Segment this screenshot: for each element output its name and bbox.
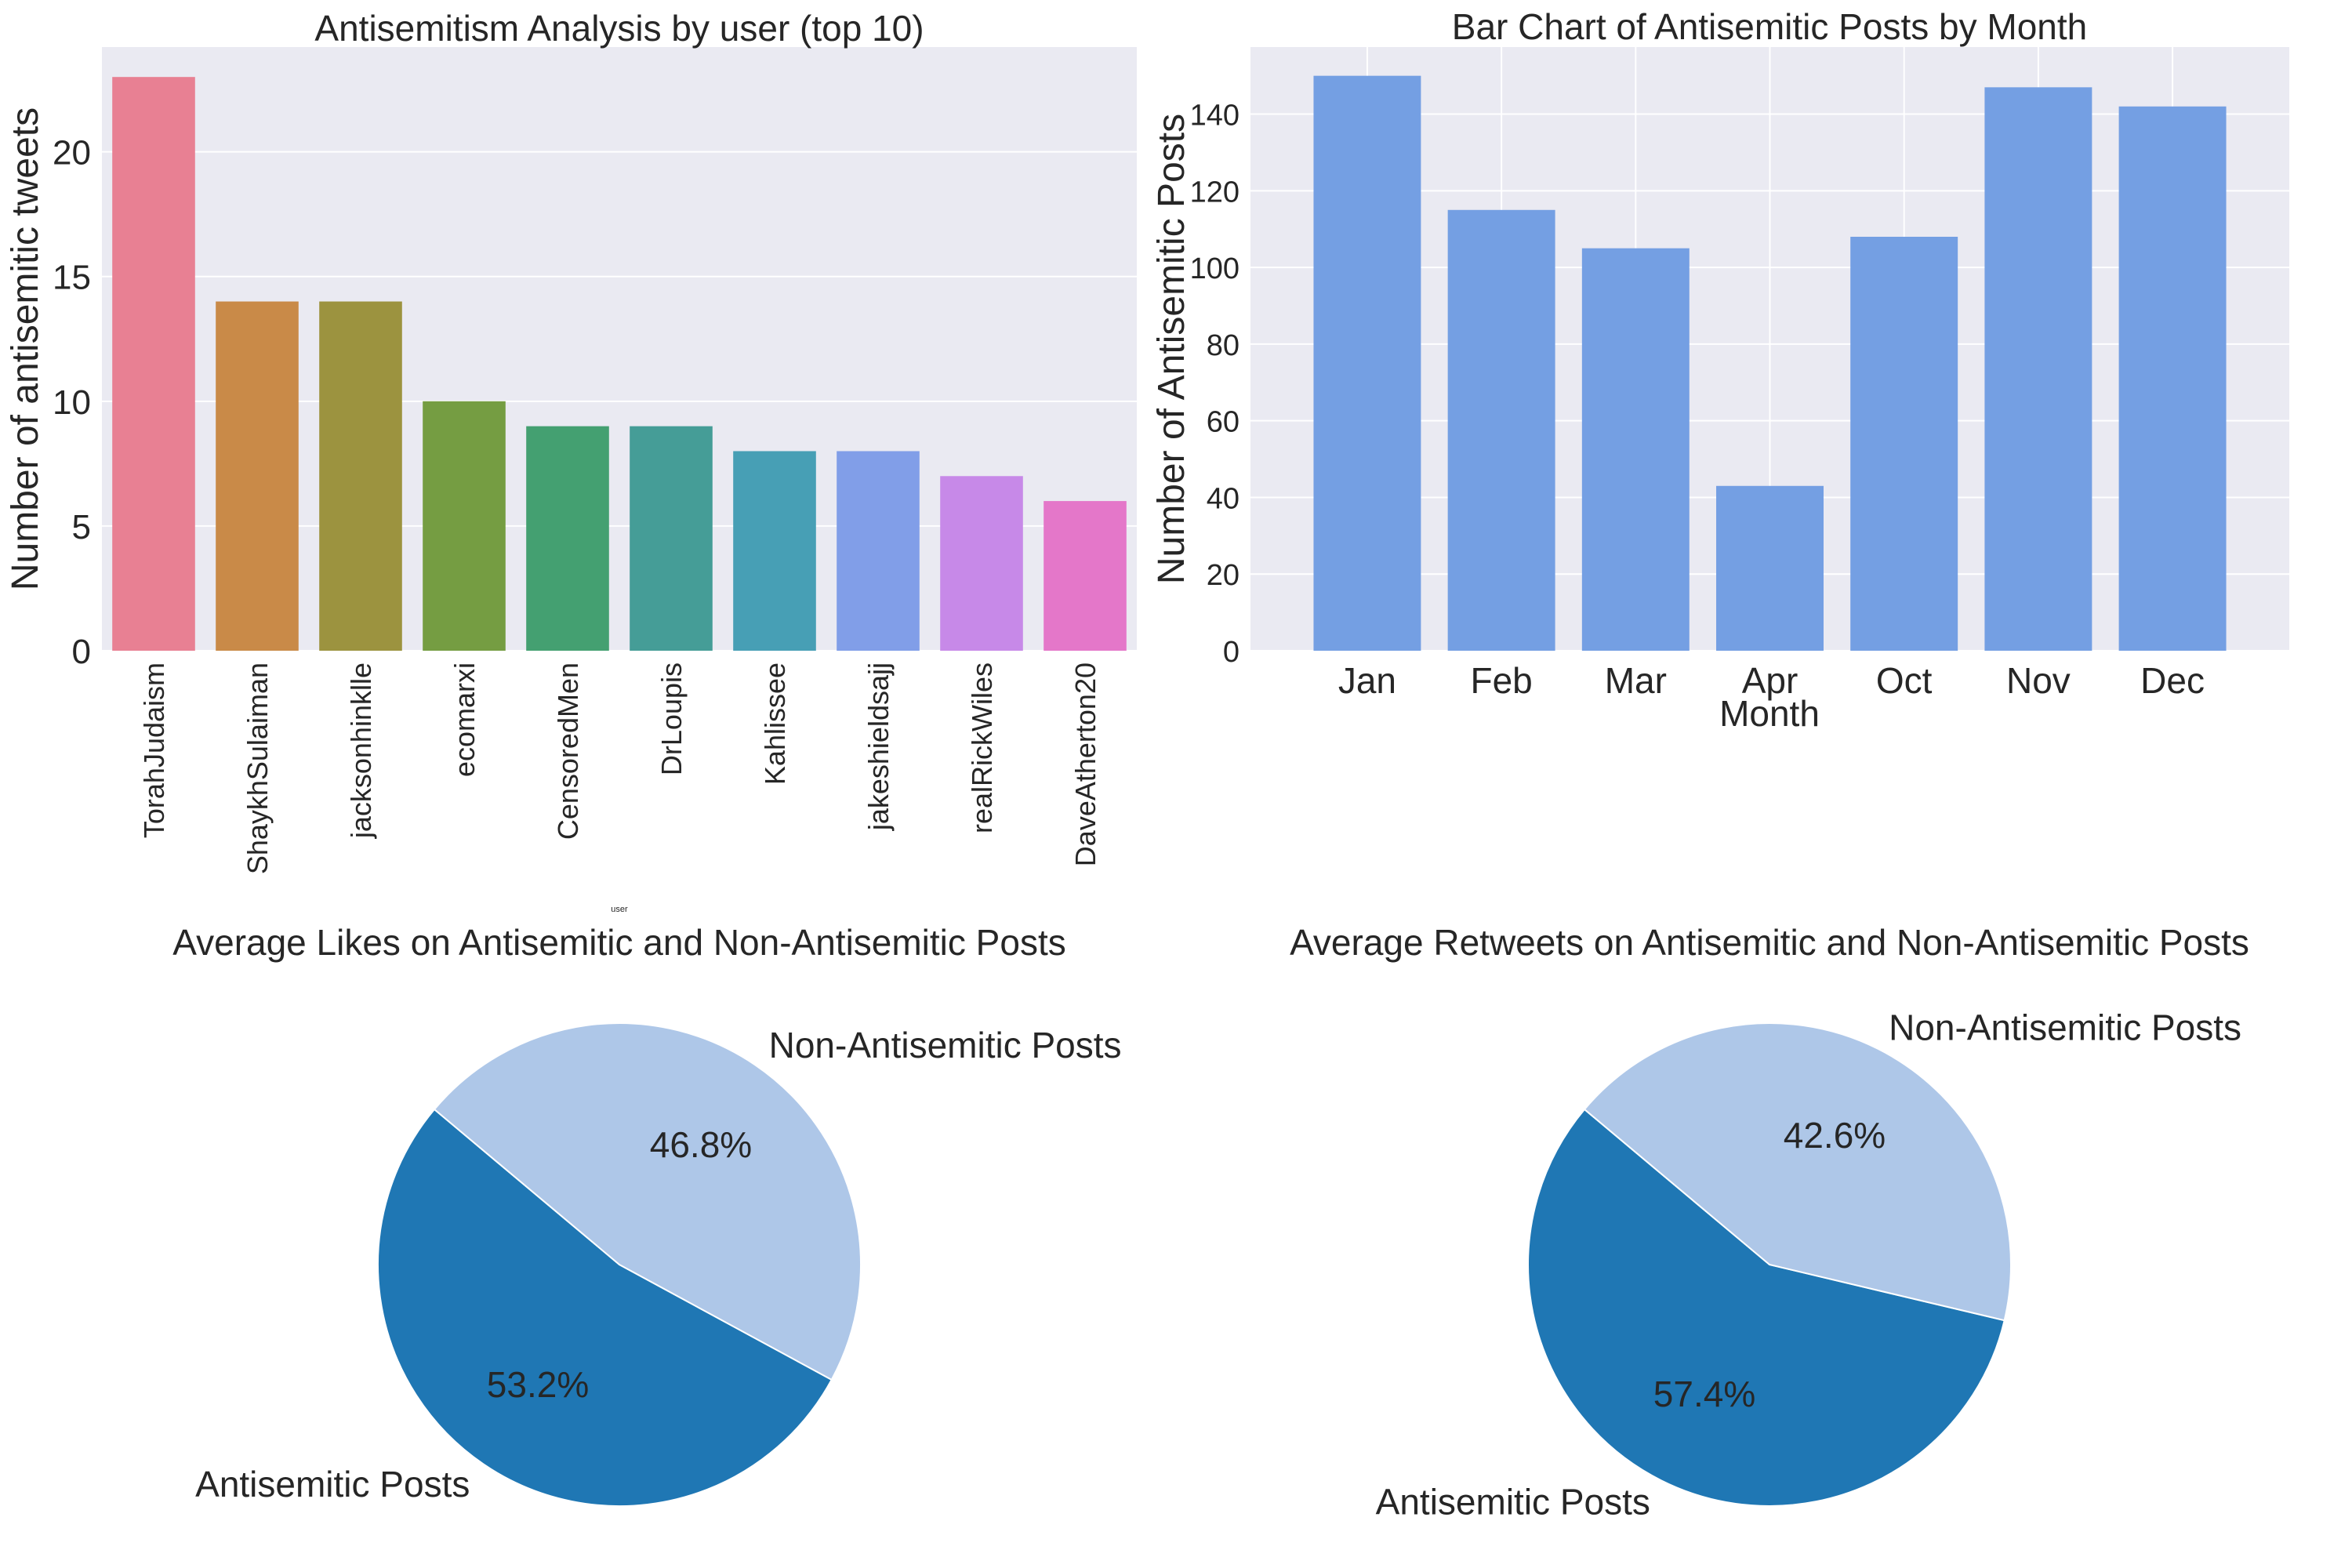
users-x-tick-label: DrLoupis — [655, 662, 688, 775]
months-y-tick-label: 20 — [1207, 559, 1240, 592]
months-x-tick-label: Oct — [1876, 660, 1933, 701]
users-bar-chart: 0 5 10 15 20 TorahJudaism ShaykhSulaiman jacks… — [5, 8, 1137, 914]
users-x-tick-label: jakeshieldsajj — [862, 662, 895, 831]
months-y-tick-label: 140 — [1190, 100, 1240, 132]
retweets-slice-non-antisemitic — [1583, 1022, 2012, 1322]
months-y-axis-label: Number of Antisemitic Posts — [1151, 114, 1192, 584]
retweets-pie-title: Average Retweets on Antisemitic and Non-… — [1290, 922, 2249, 963]
months-bar-Dec — [2118, 106, 2227, 651]
months-x-tick-label: Nov — [2006, 660, 2071, 701]
likes-slice-non-antisemitic — [433, 1022, 862, 1381]
months-y-tick-label: 100 — [1190, 252, 1240, 285]
users-x-tick-label: jacksonhinklle — [345, 662, 377, 839]
months-bar-Jan — [1313, 75, 1421, 651]
users-y-axis-label: Number of antisemitic tweets — [5, 107, 46, 590]
likes-slice-antisemitic — [377, 1108, 833, 1507]
users-y-tick-label: 15 — [53, 259, 91, 297]
users-x-tick-label: ecomarxi — [448, 662, 481, 777]
retweets-pie-chart: 57.4% Antisemitic Posts 42.6% Non-Antisemit… — [1290, 922, 2249, 1523]
months-x-tick-label: Jan — [1338, 660, 1396, 701]
users-x-tick-label: TorahJudaism — [138, 662, 170, 838]
months-x-tick-label: Apr — [1742, 660, 1798, 701]
users-x-axis-label: user — [611, 905, 628, 914]
months-bar-Nov — [1984, 87, 2092, 652]
likes-slice-label: Antisemitic Posts — [195, 1464, 470, 1504]
likes-pct-label: 46.8% — [650, 1124, 752, 1165]
months-y-tick-label: 60 — [1207, 406, 1240, 439]
users-y-tick-label: 10 — [53, 383, 91, 422]
months-chart-title: Bar Chart of Antisemitic Posts by Month — [1452, 6, 2087, 47]
months-bar-chart: 0 20 40 60 80 100 120 140 Jan Feb Mar Apr Oct Nov Dec… — [1151, 6, 2289, 734]
users-bar-CensoredMen — [526, 426, 609, 651]
likes-pie-title: Average Likes on Antisemitic and Non-Ant… — [172, 922, 1065, 963]
months-x-tick-label: Mar — [1605, 660, 1667, 701]
months-y-tick-label: 80 — [1207, 329, 1240, 362]
months-x-axis-label: Month — [1719, 693, 1820, 734]
months-x-tick-label: Dec — [2140, 660, 2205, 701]
months-y-tick-label: 40 — [1207, 482, 1240, 515]
likes-pie-chart: 53.2% Antisemitic Posts 46.8% Non-Antisemit… — [172, 922, 1122, 1507]
months-bar-Mar — [1581, 248, 1690, 652]
users-x-tick-label: CensoredMen — [552, 662, 584, 840]
retweets-slice-antisemitic — [1527, 1108, 2005, 1507]
users-x-tick-label: realRickWiles — [966, 662, 998, 833]
users-bar-TorahJudaism — [112, 77, 195, 651]
users-bar-realRickWiles — [940, 476, 1023, 651]
users-bar-DrLoupis — [630, 426, 713, 651]
users-bar-ecomarxi — [423, 401, 506, 651]
users-y-tick-label: 20 — [53, 134, 91, 172]
users-bar-DaveAtherton20 — [1044, 501, 1127, 651]
users-y-tick-label: 0 — [72, 633, 91, 671]
likes-slice-label: Non-Antisemitic Posts — [769, 1025, 1122, 1065]
users-bar-ShaykhSulaiman — [216, 301, 299, 651]
users-chart-title: Antisemitism Analysis by user (top 10) — [314, 8, 924, 49]
months-bar-Apr — [1716, 485, 1824, 651]
months-x-tick-label: Feb — [1470, 660, 1532, 701]
months-bar-Oct — [1850, 237, 1958, 651]
users-bar-jakeshieldsajj — [837, 451, 920, 651]
users-y-tick-label: 5 — [72, 508, 91, 546]
users-x-tick-label: Kahlissee — [759, 662, 791, 785]
months-y-tick-label: 0 — [1223, 636, 1240, 669]
months-bar-Feb — [1447, 209, 1555, 651]
users-x-tick-label: DaveAtherton20 — [1069, 662, 1102, 866]
retweets-slice-label: Non-Antisemitic Posts — [1889, 1007, 2241, 1047]
users-bar-jacksonhinklle — [319, 301, 402, 651]
retweets-pct-label: 42.6% — [1784, 1115, 1886, 1156]
months-y-tick-label: 120 — [1190, 176, 1240, 209]
retweets-pct-label: 57.4% — [1653, 1374, 1755, 1414]
users-x-tick-label: ShaykhSulaiman — [241, 662, 274, 874]
retweets-slice-label: Antisemitic Posts — [1376, 1482, 1650, 1523]
likes-pct-label: 53.2% — [487, 1364, 589, 1405]
users-bar-Kahlissee — [733, 451, 816, 651]
